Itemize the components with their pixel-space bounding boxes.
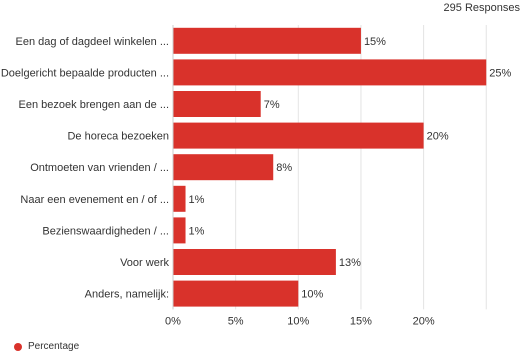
data-label: 13% [339,257,361,269]
category-label: Naar een evenement en / of ... [20,194,169,206]
x-tick-label: 10% [287,315,309,327]
bar [173,27,361,54]
bar [173,280,299,307]
bar [173,249,336,275]
legend-swatch [14,342,22,351]
x-tick-label: 20% [413,315,435,327]
responses-count: 295 Responses [443,2,520,14]
bar [173,91,261,117]
x-tick-label: 0% [165,315,181,327]
category-label: Anders, namelijk: [85,289,169,301]
legend-label: Percentage [28,341,80,352]
category-label: Voor werk [120,257,169,269]
bar [173,154,274,181]
category-label: Doelgericht bepaalde producten ... [1,67,169,79]
category-label: Bezienswaardigheden / ... [42,225,169,237]
x-tick-label: 5% [228,315,244,327]
data-label: 15% [364,36,386,48]
bar [173,217,186,244]
x-tick-label: 15% [350,315,372,327]
category-label: Ontmoeten van vrienden / ... [30,162,169,174]
category-label: Een bezoek brengen aan de ... [19,99,169,111]
data-label: 8% [276,162,292,174]
bar [173,59,487,86]
data-label: 20% [427,131,449,143]
category-label: De horeca bezoeken [67,131,169,143]
data-label: 25% [489,67,511,79]
category-label: Een dag of dagdeel winkelen ... [15,36,169,48]
data-label: 1% [189,194,205,206]
data-label: 1% [189,225,205,237]
bar [173,122,424,149]
legend: Percentage [14,341,79,352]
data-label: 10% [301,289,323,301]
bar [173,185,186,212]
data-label: 7% [264,99,280,111]
